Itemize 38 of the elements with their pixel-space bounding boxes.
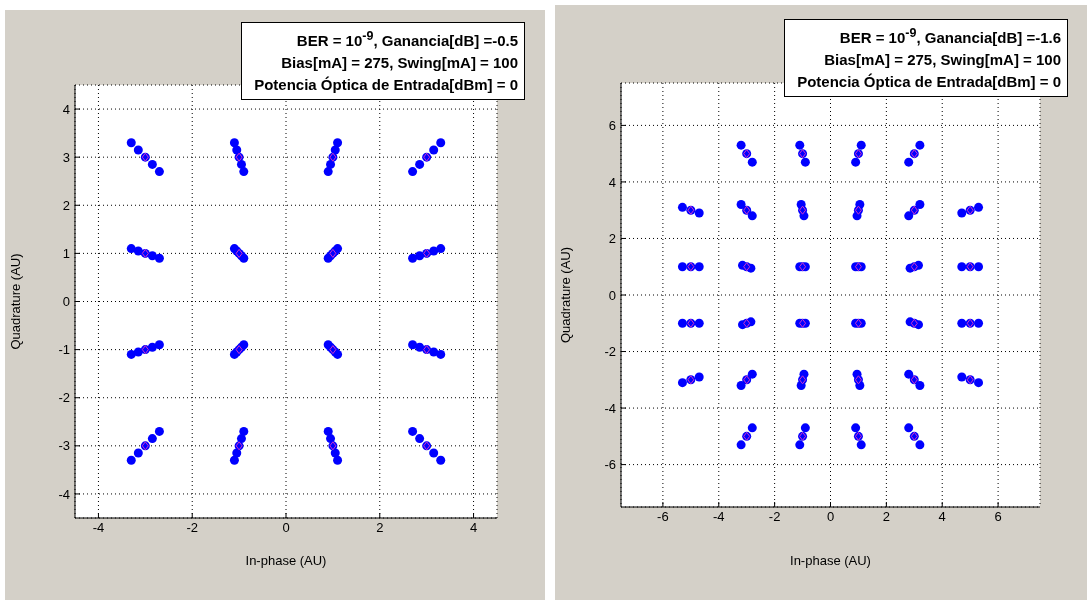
x-tick-label: 2 (376, 520, 384, 536)
y-tick-label: -4 (58, 486, 70, 502)
y-tick-label: 4 (608, 174, 616, 190)
y-tick-label: 2 (608, 231, 616, 247)
text: BER = 10$^{-9}$, Ganancia[dB] =-1.6 (838, 25, 1061, 48)
y-tick-label: 1 (62, 246, 70, 261)
x-tick-label: -6 (657, 509, 669, 525)
annotation: Potencia Óptica de Entrada[dBm] = 0 (254, 75, 518, 95)
y-tick-label: -2 (58, 390, 70, 406)
x-axis-title: In-phase (AU) (245, 553, 327, 568)
x-tick-label: 6 (994, 509, 1002, 525)
y-axis-title: Quadrature (AU) (7, 253, 23, 350)
y-tick-label: -1 (58, 342, 70, 358)
y-axis-title: Quadrature (AU) (557, 246, 573, 344)
x-tick-label: -4 (712, 509, 725, 525)
x-tick-label: -2 (186, 520, 198, 536)
x-tick-label: -2 (768, 509, 781, 525)
y-tick-label: 0 (608, 287, 616, 303)
text: Bias[mA] = 275, Swing[mA] = 100 (280, 53, 518, 73)
y-tick-label: -3 (58, 438, 70, 454)
x-tick-label: 0 (282, 520, 290, 536)
x-tick-label: 0 (826, 509, 835, 525)
annotation: Potencia Óptica de Entrada[dBm] = 0 (797, 72, 1061, 92)
x-tick-label: 2 (882, 509, 890, 525)
y-tick-label: -4 (604, 400, 616, 416)
y-tick-label: 4 (62, 101, 70, 117)
y-tick-label: -6 (604, 457, 616, 473)
x-axis-title: In-phase (AU) (790, 553, 871, 568)
x-tick-label: -4 (92, 520, 105, 536)
y-tick-label: 3 (62, 149, 70, 165)
x-tick-label: 4 (469, 520, 478, 536)
y-tick-label: -2 (604, 344, 616, 360)
text: BER = 10$^{-9}$, Ganancia[dB] =-0.5 (295, 28, 518, 51)
y-tick-label: 6 (608, 118, 616, 134)
y-tick-label: 2 (62, 197, 70, 213)
text: Bias[mA] = 275, Swing[mA] = 100 (823, 50, 1061, 70)
y-tick-label: 0 (62, 294, 70, 310)
x-tick-label: 4 (938, 509, 946, 525)
